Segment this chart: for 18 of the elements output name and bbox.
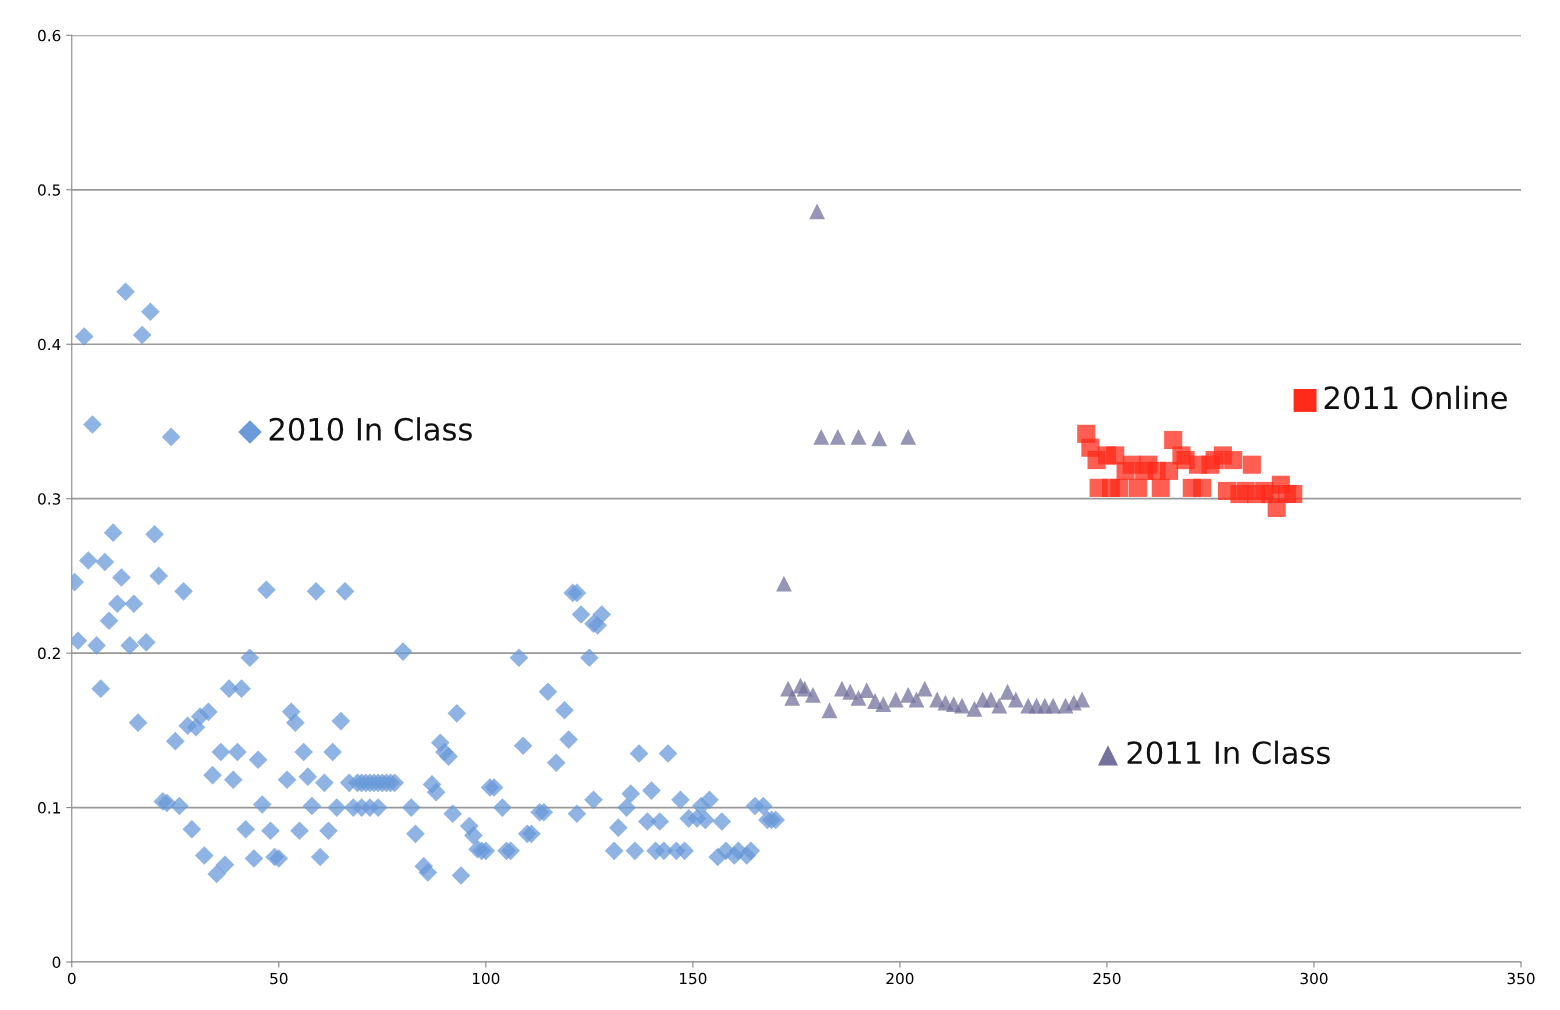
x-tick-label: 350 <box>1507 972 1535 985</box>
x-tick-label: 0 <box>67 972 76 985</box>
x-tick-label: 150 <box>679 972 707 985</box>
legend-label: 2011 Online <box>1324 385 1507 410</box>
x-tick-label: 50 <box>270 972 288 985</box>
legend-label: 2011 In Class <box>1127 740 1330 765</box>
y-tick-label: 0 <box>52 956 61 969</box>
x-tick-label: 250 <box>1093 972 1121 985</box>
y-tick-label: 0.5 <box>38 184 61 196</box>
y-tick-label: 0.3 <box>38 493 61 505</box>
y-tick-label: 0.6 <box>38 29 61 42</box>
y-tick-label: 0.4 <box>38 338 61 351</box>
x-tick-label: 200 <box>886 972 914 985</box>
legend-label: 2010 In Class <box>269 417 472 441</box>
x-tick-label: 100 <box>472 972 500 985</box>
y-tick-label: 0.2 <box>38 647 60 660</box>
y-tick-label: 0.1 <box>38 802 60 814</box>
x-tick-label: 300 <box>1300 972 1328 985</box>
